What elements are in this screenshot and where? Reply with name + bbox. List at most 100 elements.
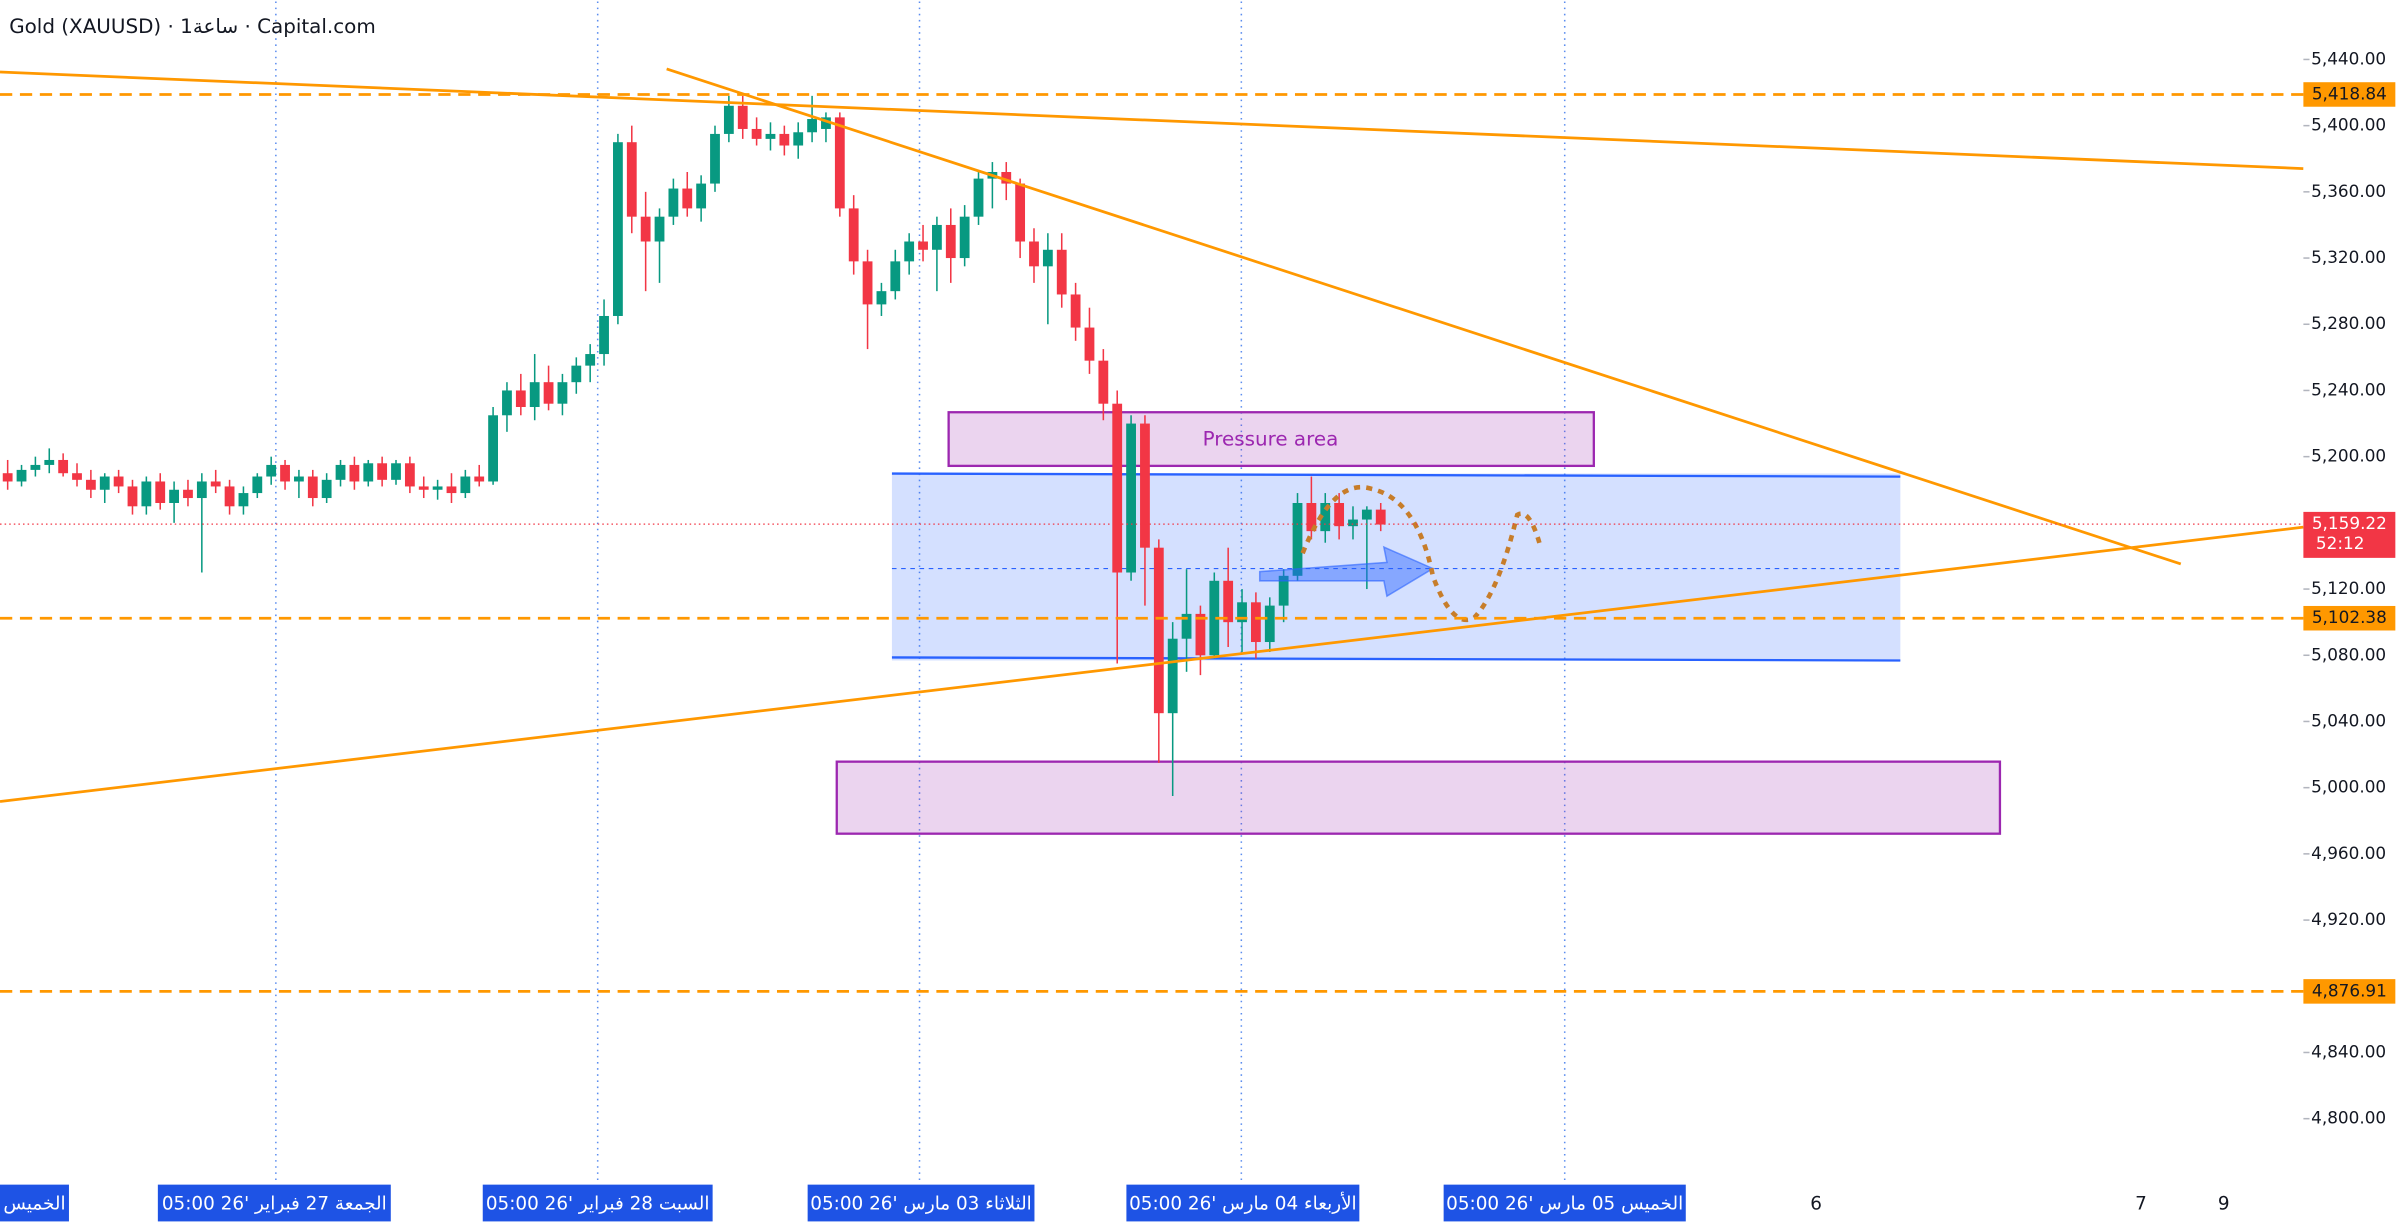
y-tick-label: 5,000.00 xyxy=(2311,777,2386,797)
annotation: Pressure area xyxy=(1203,427,1339,450)
level-label: 5,102.38 xyxy=(2312,607,2387,627)
candle-body xyxy=(1334,502,1345,527)
x-tick-label: الخميس 05 مارس '26 05:00 xyxy=(1446,1194,1683,1215)
candle-body xyxy=(765,133,776,139)
candle-body xyxy=(1361,509,1372,520)
trend-line xyxy=(666,67,2182,566)
candle-body xyxy=(904,241,915,262)
y-tick-label: 5,040.00 xyxy=(2311,710,2386,730)
support-box xyxy=(835,760,2002,835)
title: Gold (XAUUSD) · 1ساعة · Capital.com xyxy=(9,15,376,38)
candle-body xyxy=(432,486,443,490)
candle-body xyxy=(363,463,374,482)
candle-body xyxy=(696,183,707,209)
y-tick-label: 5,280.00 xyxy=(2311,313,2386,333)
candle-body xyxy=(918,241,928,250)
trend-line xyxy=(0,70,2304,170)
x-label-box xyxy=(1443,1184,1686,1222)
candle-body xyxy=(460,476,471,494)
y-tick-label: 4,840.00 xyxy=(2311,1041,2386,1061)
candle-body xyxy=(1237,602,1247,623)
candle-body xyxy=(821,117,831,129)
range-box xyxy=(891,473,1901,661)
candle-body xyxy=(307,476,318,499)
x-tick-label: 9 xyxy=(2218,1194,2230,1215)
candle-body xyxy=(238,493,249,507)
candle-body xyxy=(446,486,457,494)
candle-body xyxy=(418,486,429,490)
candle-body xyxy=(1209,580,1220,656)
candle-body xyxy=(1348,519,1358,527)
x-tick-label: الخميس xyxy=(3,1194,65,1215)
x-label-box xyxy=(0,1184,69,1222)
level-tag xyxy=(2303,605,2396,631)
candle-body xyxy=(626,142,637,217)
candle-body xyxy=(404,463,415,487)
last-price-tag xyxy=(2303,511,2396,558)
candle-body xyxy=(945,224,956,259)
candle-body xyxy=(1195,613,1206,656)
candle-body xyxy=(710,133,720,184)
candle-body xyxy=(1320,502,1331,532)
candle-body xyxy=(1167,638,1178,714)
y-tick-label: 5,320.00 xyxy=(2311,247,2386,267)
candle-body xyxy=(848,208,859,262)
candle-body xyxy=(959,216,970,259)
candle-body xyxy=(377,463,388,480)
candle-body xyxy=(1278,575,1289,606)
candle-body xyxy=(321,479,332,499)
y-tick-label: 5,120.00 xyxy=(2311,578,2386,598)
trend-line xyxy=(0,525,2304,803)
candle-body xyxy=(1251,602,1261,643)
candle-body xyxy=(349,464,360,482)
level-tag xyxy=(2303,82,2396,107)
candle-body xyxy=(779,133,790,146)
candle-body xyxy=(2,473,13,482)
candle-body xyxy=(1001,171,1012,184)
y-tick-label: 4,920.00 xyxy=(2311,909,2386,929)
x-tick-label: الجمعة 27 فبراير '26 05:00 xyxy=(162,1194,387,1215)
candle-body xyxy=(266,464,277,477)
x-label-box xyxy=(807,1184,1035,1222)
y-tick-label: 5,440.00 xyxy=(2311,48,2386,68)
candle-body xyxy=(16,469,27,482)
candle-body xyxy=(793,132,804,146)
candle-body xyxy=(1223,580,1234,623)
range-top xyxy=(891,472,1901,478)
level-label: 5,418.84 xyxy=(2312,83,2387,103)
candle-body xyxy=(723,105,734,134)
candle-body xyxy=(85,479,96,490)
candle-body xyxy=(183,489,193,499)
candle-body xyxy=(141,481,152,507)
x-tick-label: الثلاثاء 03 مارس '26 05:00 xyxy=(810,1194,1031,1215)
y-tick-label: 4,960.00 xyxy=(2311,843,2386,863)
candle-body xyxy=(502,390,512,416)
y-tick-label: 5,240.00 xyxy=(2311,379,2386,399)
x-tick-label: الأربعاء 04 مارس '26 05:00 xyxy=(1129,1192,1357,1215)
candle-body xyxy=(1112,403,1123,573)
candle-body xyxy=(543,382,554,404)
x-tick-label: السبت 28 فبراير '26 05:00 xyxy=(486,1194,710,1215)
candle-body xyxy=(1306,502,1317,532)
candle-body xyxy=(474,476,485,482)
x-tick-label: 6 xyxy=(1810,1194,1822,1215)
candle-body xyxy=(1140,423,1150,548)
candle-body xyxy=(335,464,346,480)
candle-body xyxy=(280,464,290,482)
y-tick-label: 5,080.00 xyxy=(2311,644,2386,664)
candle-body xyxy=(1126,423,1136,573)
countdown: 52:12 xyxy=(2316,533,2365,553)
candle-body xyxy=(613,142,623,316)
x-label-box xyxy=(1126,1184,1360,1222)
range-bottom xyxy=(891,656,1901,662)
candle-body xyxy=(654,216,665,242)
candle-body xyxy=(640,216,651,242)
candle-body xyxy=(515,390,526,408)
candle-body xyxy=(807,119,817,133)
candle-body xyxy=(682,188,693,209)
candle-body xyxy=(932,224,942,250)
y-tick-label: 4,800.00 xyxy=(2311,1108,2386,1128)
level-tag xyxy=(2303,979,2396,1004)
candle-body xyxy=(585,354,596,366)
